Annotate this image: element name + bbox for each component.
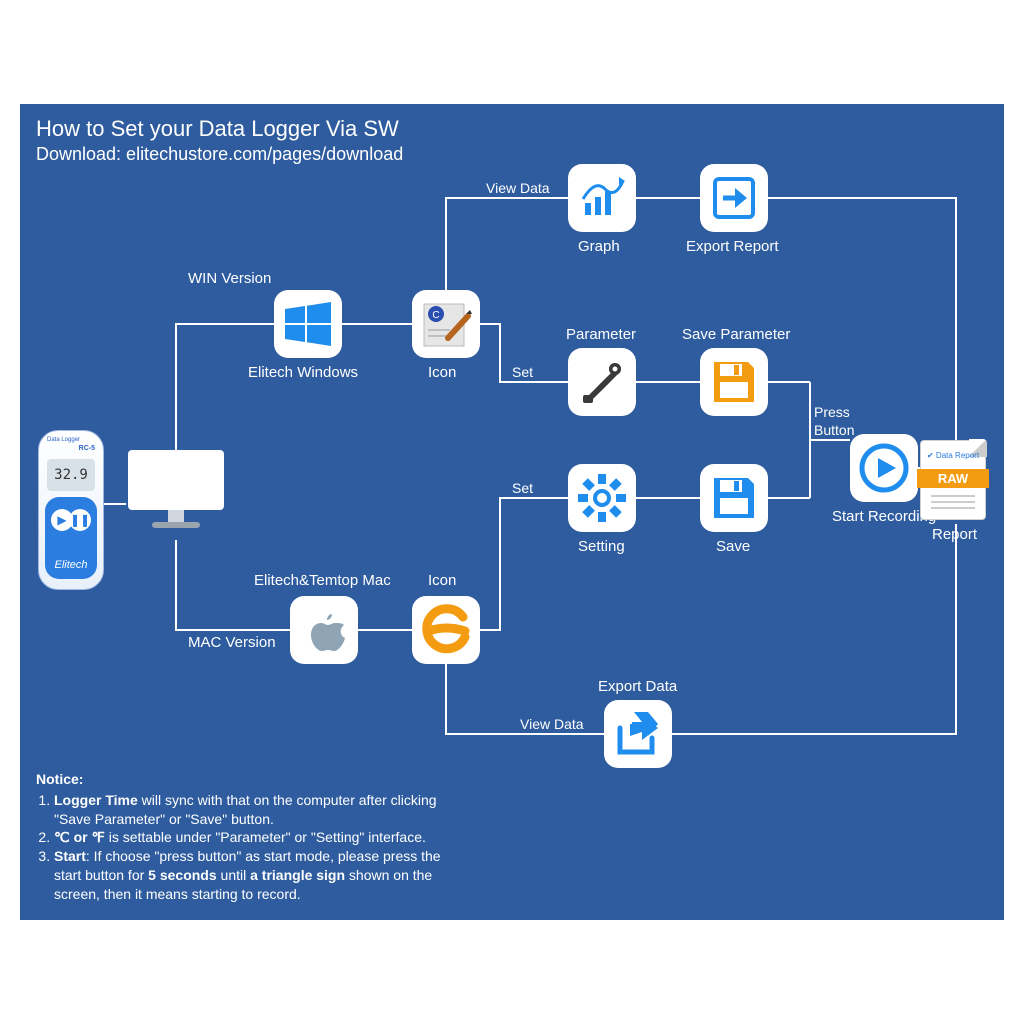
- label-press-button-2: Button: [814, 422, 854, 438]
- label-elitech-windows: Elitech Windows: [248, 364, 358, 381]
- setting-icon: [568, 464, 636, 532]
- label-graph: Graph: [578, 238, 620, 255]
- windows-icon: [274, 290, 342, 358]
- label-export-report: Export Report: [686, 238, 779, 255]
- elitech-win-app-icon: C: [412, 290, 480, 358]
- apple-icon: [290, 596, 358, 664]
- elitech-mac-app-icon: [412, 596, 480, 664]
- label-set-mid: Set: [512, 364, 533, 380]
- parameter-icon: [568, 348, 636, 416]
- label-set-low: Set: [512, 480, 533, 496]
- label-press-button-1: Press: [814, 404, 850, 420]
- export-report-icon: [700, 164, 768, 232]
- notice-item: ℃ or ℉ is settable under "Parameter" or …: [54, 828, 466, 847]
- label-elitech-mac: Elitech&Temtop Mac: [254, 572, 391, 589]
- page-title: How to Set your Data Logger Via SW: [36, 116, 399, 142]
- data-logger-device: Data Logger RC-5 32.9 ▶ ❚❚ Elitech: [38, 430, 104, 590]
- label-save: Save: [716, 538, 750, 555]
- report-doc-icon: ✔ Data Report RAW: [920, 440, 986, 520]
- start-recording-icon: [850, 434, 918, 502]
- notice-list: Logger Time will sync with that on the c…: [36, 791, 466, 904]
- label-setting: Setting: [578, 538, 625, 555]
- label-report: Report: [932, 526, 977, 543]
- label-parameter: Parameter: [566, 326, 636, 343]
- save-parameter-icon: [700, 348, 768, 416]
- label-icon-win: Icon: [428, 364, 456, 381]
- label-view-data-top: View Data: [486, 180, 550, 196]
- diagram-panel: How to Set your Data Logger Via SW Downl…: [20, 104, 1004, 920]
- monitor-icon: [126, 450, 226, 540]
- label-icon-mac: Icon: [428, 572, 456, 589]
- notice-item: Start: If choose "press button" as start…: [54, 847, 466, 904]
- graph-icon: [568, 164, 636, 232]
- notice-block: Notice: Logger Time will sync with that …: [36, 770, 466, 904]
- notice-heading: Notice:: [36, 770, 466, 789]
- label-mac-version: MAC Version: [188, 634, 276, 651]
- export-data-icon: [604, 700, 672, 768]
- label-save-parameter: Save Parameter: [682, 326, 790, 343]
- save-icon: [700, 464, 768, 532]
- label-win-version: WIN Version: [188, 270, 271, 287]
- download-url: Download: elitechustore.com/pages/downlo…: [36, 144, 403, 165]
- label-view-data-bot: View Data: [520, 716, 584, 732]
- notice-item: Logger Time will sync with that on the c…: [54, 791, 466, 829]
- svg-text:C: C: [432, 310, 439, 321]
- label-export-data: Export Data: [598, 678, 677, 695]
